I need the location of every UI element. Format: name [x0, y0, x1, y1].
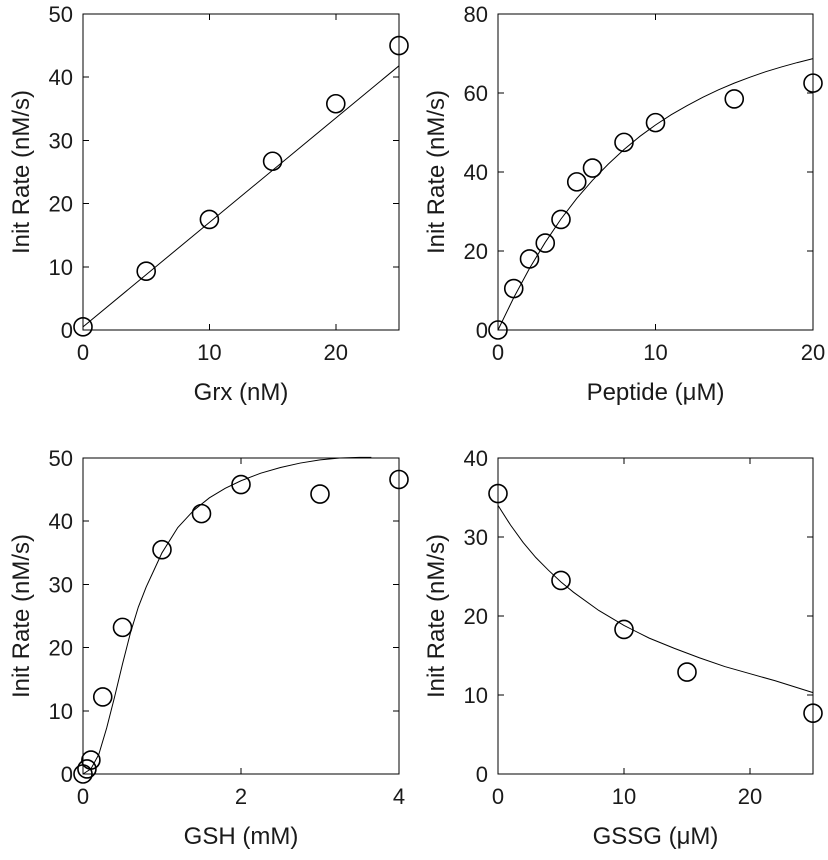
data-point [152, 539, 172, 560]
x-tick-label: 0 [492, 340, 504, 365]
x-tick-label: 0 [492, 784, 504, 809]
data-point [566, 172, 587, 192]
data-point [191, 503, 212, 524]
x-tick-label: 20 [801, 340, 825, 365]
data-point [551, 209, 571, 230]
y-axis-label: Init Rate (nM/s) [8, 534, 35, 698]
x-tick-label: 4 [393, 784, 405, 809]
axes-box [497, 13, 814, 331]
data-point [92, 687, 113, 707]
axes-box [82, 457, 400, 775]
fit-curve [82, 456, 372, 775]
data-point [582, 158, 603, 178]
fit-curve [497, 58, 814, 331]
subplot-1: 0 10 20 0 10 20 30 40 50 Grx (nM) Init Rate (nM/s) [8, 2, 409, 406]
data-point [262, 151, 283, 172]
x-axis-label: GSSG (μM) [593, 823, 719, 850]
data-point [724, 89, 745, 109]
y-tick-label: 0 [476, 762, 488, 787]
y-tick-label: 0 [61, 318, 73, 343]
data-point [389, 469, 409, 490]
x-axis-label: GSH (mM) [184, 823, 299, 850]
data-point [488, 320, 508, 340]
y-tick-label: 50 [49, 446, 73, 471]
data-point [231, 474, 251, 495]
data-point [73, 317, 93, 337]
y-axis-label: Init Rate (nM/s) [423, 90, 450, 254]
subplot-2: 0 10 20 0 20 40 60 80 Peptide (μM) Init Rate (nM/… [423, 2, 825, 406]
subplot-4: 0 10 20 0 10 20 30 40 GSSG (μM) Init Rate (nM/s) [423, 446, 823, 850]
y-tick-label: 20 [464, 604, 488, 629]
y-tick-label: 40 [49, 65, 73, 90]
x-tick-label: 20 [324, 340, 348, 365]
y-tick-label: 40 [464, 446, 488, 471]
data-point [389, 35, 409, 56]
data-point [77, 759, 97, 779]
x-tick-label: 10 [643, 340, 667, 365]
y-tick-label: 40 [49, 509, 73, 534]
data-point [136, 261, 156, 282]
y-tick-label: 30 [49, 128, 73, 153]
data-point [645, 112, 666, 133]
y-tick-label: 20 [49, 636, 73, 661]
y-tick-label: 10 [49, 255, 73, 280]
data-point [488, 483, 508, 504]
data-point [503, 278, 524, 299]
y-tick-label: 30 [49, 572, 73, 597]
x-tick-label: 10 [197, 340, 221, 365]
x-axis-label: Peptide (μM) [587, 379, 725, 406]
data-point [199, 209, 220, 230]
data-point [803, 703, 823, 723]
x-tick-label: 0 [77, 340, 89, 365]
y-tick-label: 0 [476, 318, 488, 343]
fit-curve [497, 505, 814, 694]
data-point [614, 619, 634, 640]
data-point [535, 233, 556, 253]
x-tick-label: 20 [738, 784, 762, 809]
y-tick-label: 10 [49, 699, 73, 724]
data-point [81, 750, 101, 770]
data-point [112, 617, 133, 638]
y-tick-label: 80 [464, 2, 488, 27]
x-axis-label: Grx (nM) [194, 379, 289, 406]
x-tick-label: 0 [77, 784, 89, 809]
axes-box [82, 13, 400, 331]
y-tick-label: 10 [464, 683, 488, 708]
data-point [677, 662, 697, 682]
y-tick-label: 0 [61, 762, 73, 787]
y-tick-label: 20 [464, 239, 488, 264]
data-point [325, 93, 346, 114]
fit-curve [82, 65, 400, 328]
y-tick-label: 30 [464, 525, 488, 550]
x-tick-label: 10 [612, 784, 636, 809]
axes-box [497, 457, 814, 775]
y-tick-label: 60 [464, 81, 488, 106]
y-tick-label: 40 [464, 160, 488, 185]
y-tick-label: 50 [49, 2, 73, 27]
y-tick-label: 20 [49, 192, 73, 217]
data-point [551, 570, 571, 591]
data-point [614, 132, 634, 153]
data-point [310, 484, 330, 504]
y-axis-label: Init Rate (nM/s) [8, 90, 35, 254]
y-axis-label: Init Rate (nM/s) [423, 534, 450, 698]
data-point [519, 249, 540, 269]
x-tick-label: 2 [235, 784, 247, 809]
data-point [803, 73, 823, 93]
